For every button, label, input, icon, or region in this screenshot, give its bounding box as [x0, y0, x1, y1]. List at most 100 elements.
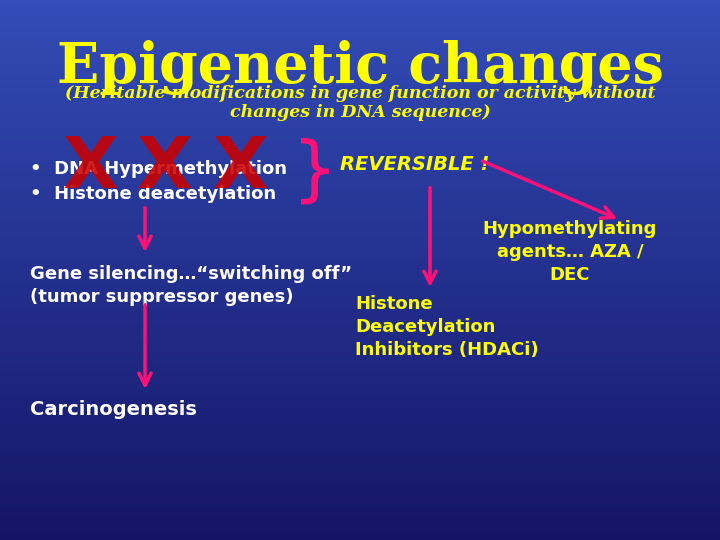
Bar — [0, 70, 720, 76]
Bar — [0, 340, 720, 346]
Bar — [0, 227, 720, 232]
Bar — [0, 76, 720, 81]
Bar — [0, 108, 720, 113]
Bar — [0, 275, 720, 281]
Bar — [0, 173, 720, 178]
Bar — [0, 319, 720, 324]
Bar — [0, 378, 720, 383]
Bar — [0, 535, 720, 540]
Bar — [0, 383, 720, 389]
Bar — [0, 410, 720, 416]
Bar — [0, 464, 720, 470]
Bar — [0, 130, 720, 135]
Bar — [0, 11, 720, 16]
Bar — [0, 443, 720, 448]
Bar — [0, 140, 720, 146]
Bar — [0, 86, 720, 92]
Bar — [0, 346, 720, 351]
Bar — [0, 200, 720, 205]
Bar — [0, 416, 720, 421]
Bar — [0, 216, 720, 221]
Bar — [0, 297, 720, 302]
Bar — [0, 529, 720, 535]
Bar — [0, 119, 720, 124]
Text: DEC: DEC — [550, 266, 590, 284]
Bar — [0, 38, 720, 43]
Text: Deacetylation: Deacetylation — [355, 318, 495, 336]
Bar — [0, 421, 720, 427]
Bar — [0, 324, 720, 329]
Bar — [0, 459, 720, 464]
Bar — [0, 81, 720, 86]
Bar — [0, 389, 720, 394]
Text: •  DNA Hypermethylation: • DNA Hypermethylation — [30, 160, 287, 178]
Bar — [0, 59, 720, 65]
Bar — [0, 351, 720, 356]
Bar — [0, 248, 720, 254]
Bar — [0, 405, 720, 410]
Bar — [0, 367, 720, 373]
Bar — [0, 178, 720, 184]
Bar — [0, 481, 720, 486]
Bar — [0, 54, 720, 59]
Bar — [0, 124, 720, 130]
Bar — [0, 205, 720, 211]
Bar — [0, 362, 720, 367]
Bar — [0, 373, 720, 378]
Text: Inhibitors (HDACi): Inhibitors (HDACi) — [355, 341, 539, 359]
Bar — [0, 518, 720, 524]
Bar — [0, 232, 720, 238]
Bar — [0, 292, 720, 297]
Bar — [0, 27, 720, 32]
Bar — [0, 43, 720, 49]
Bar — [0, 189, 720, 194]
Bar — [0, 221, 720, 227]
Bar — [0, 65, 720, 70]
Bar — [0, 486, 720, 491]
Bar — [0, 497, 720, 502]
Bar — [0, 475, 720, 481]
Bar — [0, 335, 720, 340]
Bar — [0, 135, 720, 140]
Bar — [0, 146, 720, 151]
Text: Carcinogenesis: Carcinogenesis — [30, 400, 197, 419]
Bar — [0, 491, 720, 497]
Bar — [0, 151, 720, 157]
Bar — [0, 508, 720, 513]
Bar — [0, 259, 720, 265]
Bar — [0, 281, 720, 286]
Text: •  Histone deacetylation: • Histone deacetylation — [30, 185, 276, 203]
Text: X: X — [212, 133, 268, 202]
Bar — [0, 254, 720, 259]
Bar — [0, 103, 720, 108]
Text: Histone: Histone — [355, 295, 433, 313]
Bar — [0, 313, 720, 319]
Bar — [0, 502, 720, 508]
Bar — [0, 157, 720, 162]
Bar — [0, 302, 720, 308]
Bar — [0, 448, 720, 454]
Bar — [0, 513, 720, 518]
Text: (Heritable modifications in gene function or activity without: (Heritable modifications in gene functio… — [65, 85, 655, 102]
Bar — [0, 97, 720, 103]
Text: agents… AZA /: agents… AZA / — [497, 243, 643, 261]
Bar — [0, 308, 720, 313]
Bar — [0, 92, 720, 97]
Bar — [0, 432, 720, 437]
Bar — [0, 394, 720, 400]
Text: X: X — [137, 133, 193, 202]
Bar — [0, 162, 720, 167]
Bar — [0, 524, 720, 529]
Bar — [0, 16, 720, 22]
Text: }: } — [292, 138, 338, 206]
Bar — [0, 437, 720, 443]
Bar — [0, 49, 720, 54]
Text: Epigenetic changes: Epigenetic changes — [57, 40, 663, 95]
Bar — [0, 113, 720, 119]
Bar — [0, 454, 720, 459]
Bar — [0, 184, 720, 189]
Bar — [0, 0, 720, 5]
Bar — [0, 470, 720, 475]
Bar — [0, 238, 720, 243]
Bar — [0, 5, 720, 11]
